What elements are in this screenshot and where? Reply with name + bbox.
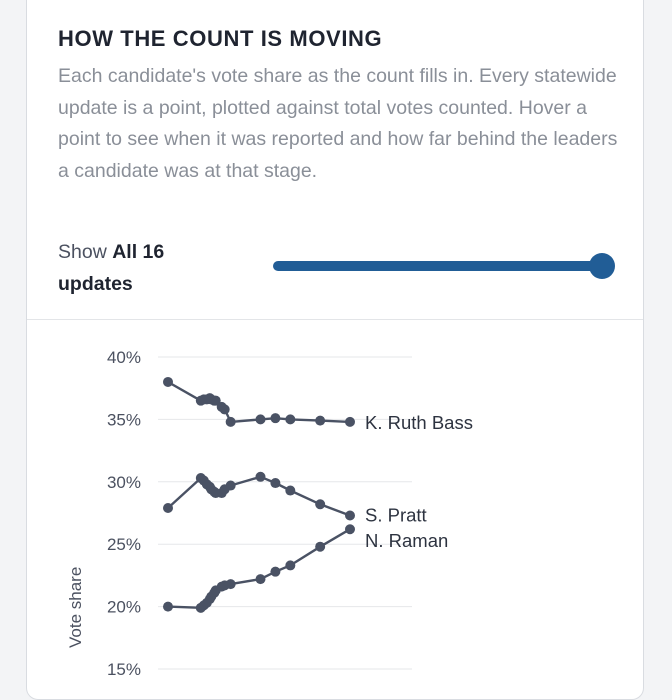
data-point[interactable] [270,413,281,424]
data-point[interactable] [163,376,173,387]
data-point[interactable] [345,510,355,521]
updates-count-value: All 16 updates [58,241,165,295]
series-label: K. Ruth Bass [365,412,473,433]
section-divider [27,319,643,320]
y-tick-label: 35% [107,410,141,429]
slider-track[interactable] [273,261,603,271]
data-point[interactable] [315,541,326,552]
y-tick-label: 30% [107,473,141,492]
series-label: N. Raman [365,530,448,551]
data-point[interactable] [285,560,296,571]
data-point[interactable] [285,414,296,425]
chart-card: HOW THE COUNT IS MOVING Each candidate's… [26,0,644,700]
data-point[interactable] [255,574,266,585]
slider-thumb[interactable] [589,253,615,279]
chart-title: HOW THE COUNT IS MOVING [58,26,383,51]
data-point[interactable] [255,471,266,482]
show-label: Show [58,241,107,263]
card-header: HOW THE COUNT IS MOVING Each candidate's… [58,24,619,187]
y-tick-label: 25% [107,535,141,554]
data-point[interactable] [255,414,266,425]
data-point[interactable] [219,404,230,415]
data-point[interactable] [210,395,221,406]
data-point[interactable] [285,485,296,496]
data-point[interactable] [315,499,326,510]
data-point[interactable] [225,579,236,590]
y-axis-title: Vote share [66,567,85,648]
data-point[interactable] [345,524,355,535]
y-axis-ticks: 40% 35% 30% 25% 20% 15% [107,348,141,679]
vote-share-line-chart: 40% 35% 30% 25% 20% 15% K. Ruth Bass S. Pratt N… [66,348,473,679]
updates-control-label: Show All 16 updates [58,236,208,300]
data-point[interactable] [225,480,236,491]
series-points [163,376,355,613]
data-point[interactable] [225,416,236,427]
data-point[interactable] [315,415,326,426]
data-point[interactable] [345,416,355,427]
y-tick-label: 15% [107,660,141,679]
chart-description: Each candidate's vote share as the count… [58,65,618,182]
y-tick-label: 20% [107,598,141,617]
series-labels: K. Ruth Bass S. Pratt N. Raman [365,412,473,551]
data-point[interactable] [270,478,281,489]
series-line [167,475,351,517]
data-point[interactable] [163,601,173,612]
data-point[interactable] [270,566,281,577]
series-label: S. Pratt [365,504,427,525]
series-line [167,528,351,609]
data-point[interactable] [163,503,173,514]
y-tick-label: 40% [107,348,141,367]
updates-slider[interactable] [273,252,617,280]
